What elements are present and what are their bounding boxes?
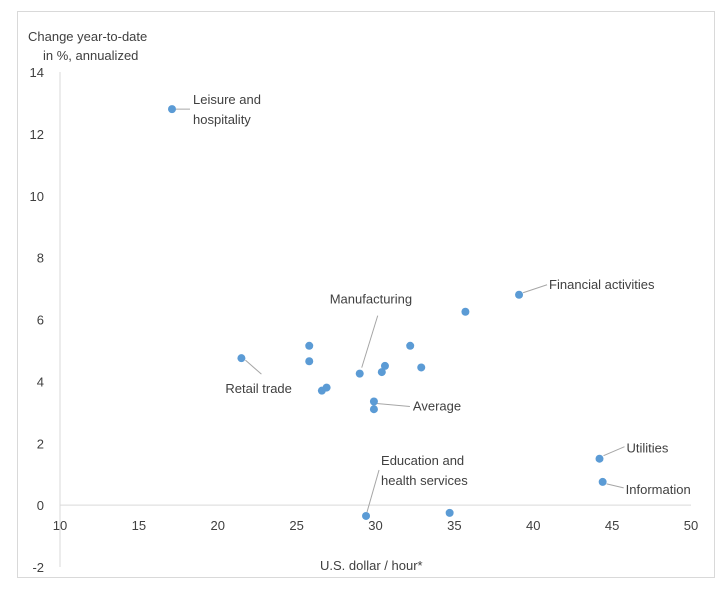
data-point: [322, 383, 331, 392]
data-point: [598, 477, 607, 486]
data-point: [362, 511, 371, 520]
data-point: [305, 357, 314, 366]
data-point: [417, 363, 426, 372]
annotation-manufacturing-leader: [361, 315, 379, 368]
data-point: [377, 368, 386, 377]
y-tick-label: 10: [30, 189, 44, 204]
y-tick-label: 4: [37, 374, 44, 389]
data-point: [168, 105, 177, 114]
x-tick-label: 25: [289, 518, 303, 533]
x-tick-label: 35: [447, 518, 461, 533]
data-point: [515, 290, 524, 299]
annotation-leisure-hospitality-line-1: Leisure and: [193, 92, 261, 107]
data-point: [237, 354, 246, 363]
y-tick-label: -2: [32, 560, 44, 575]
data-point: [369, 405, 378, 414]
x-tick-label: 50: [684, 518, 698, 533]
data-point: [380, 361, 389, 370]
x-tick-label: 10: [53, 518, 67, 533]
x-tick-label: 40: [526, 518, 540, 533]
data-point: [445, 508, 454, 517]
annotation-leisure-hospitality-line-2: hospitality: [193, 112, 251, 127]
data-point: [369, 397, 378, 406]
x-tick-label: 20: [211, 518, 225, 533]
y-tick-label: 2: [37, 436, 44, 451]
annotation-manufacturing-line-1: Manufacturing: [330, 292, 412, 307]
x-tick-label: 30: [368, 518, 382, 533]
data-point: [461, 307, 470, 316]
y-tick-label: 14: [30, 65, 44, 80]
annotation-retail-trade-line-1: Retail trade: [225, 381, 291, 396]
data-point: [355, 369, 364, 378]
y-tick-label: 12: [30, 127, 44, 142]
annotation-financial-activities-line-1: Financial activities: [549, 277, 655, 292]
chart-frame: [17, 11, 715, 578]
annotation-average-leader: [376, 402, 410, 407]
x-axis-label: U.S. dollar / hour*: [320, 558, 423, 573]
y-axis-label-line-2: in %, annualized: [43, 48, 139, 63]
annotation-education-health-line-2: health services: [381, 473, 468, 488]
y-tick-label: 8: [37, 251, 44, 266]
data-point: [305, 341, 314, 350]
annotation-utilities-leader: [603, 446, 625, 457]
annotation-average-line-1: Average: [413, 398, 461, 413]
data-point: [406, 341, 415, 350]
data-point: [595, 454, 604, 463]
x-tick-label: 15: [132, 518, 146, 533]
y-tick-label: 6: [37, 313, 44, 328]
x-tick-label: 45: [605, 518, 619, 533]
annotation-financial-activities-leader: [522, 284, 548, 294]
y-tick-label: 0: [37, 498, 44, 513]
annotation-education-health-leader: [366, 469, 380, 513]
annotation-information-leader: [606, 483, 624, 489]
annotation-information-line-1: Information: [626, 482, 691, 497]
annotation-utilities-line-1: Utilities: [627, 441, 669, 456]
y-axis-label-line-1: Change year-to-date: [28, 29, 148, 44]
annotation-retail-trade-leader: [245, 359, 262, 375]
annotation-education-health-line-1: Education and: [381, 453, 464, 468]
